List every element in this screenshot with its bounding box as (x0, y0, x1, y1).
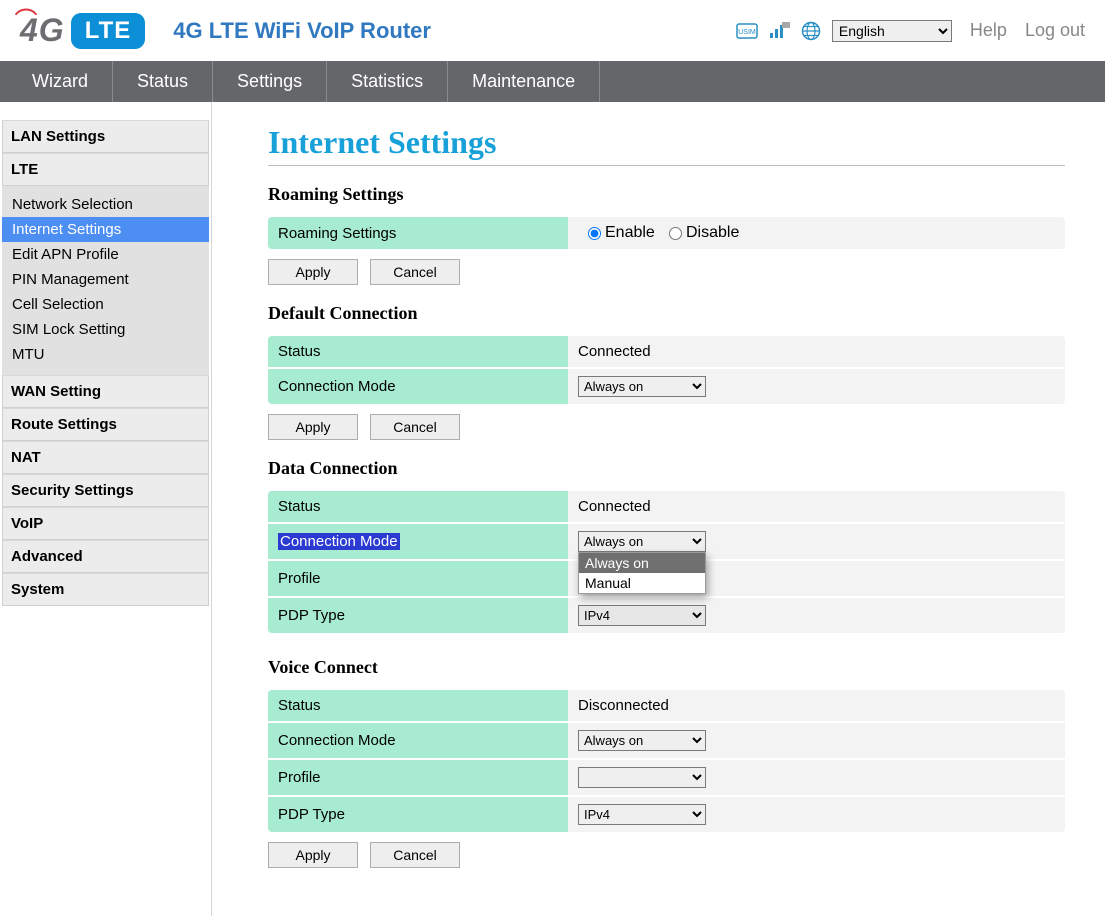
section-voice-title: Voice Connect (268, 657, 1065, 678)
logout-link[interactable]: Log out (1025, 20, 1085, 41)
logo-4g: 4G (20, 12, 65, 49)
sidebar: LAN Settings LTE Network Selection Inter… (0, 102, 212, 916)
nav-wizard[interactable]: Wizard (8, 61, 113, 102)
main: Internet Settings Roaming Settings Roami… (212, 102, 1105, 916)
sidebar-item-route-settings[interactable]: Route Settings (2, 408, 209, 441)
voice-status-value: Disconnected (568, 690, 1065, 722)
language-select[interactable]: English (832, 20, 952, 42)
voice-profile-label: Profile (268, 759, 568, 796)
sidebar-item-wan-setting[interactable]: WAN Setting (2, 375, 209, 408)
nav-maintenance[interactable]: Maintenance (448, 61, 600, 102)
data-mode-option-manual[interactable]: Manual (579, 573, 705, 593)
sidebar-sub-mtu[interactable]: MTU (2, 342, 209, 367)
data-pdp-select[interactable]: IPv4 (578, 605, 706, 626)
header: 4G LTE 4G LTE WiFi VoIP Router USIM Engl… (0, 0, 1105, 61)
data-status-value: Connected (568, 491, 1065, 523)
voice-conn-table: Status Disconnected Connection Mode Alwa… (268, 690, 1065, 832)
data-pdp-label: PDP Type (268, 597, 568, 633)
section-roaming-title: Roaming Settings (268, 184, 1065, 205)
sidebar-lte-subs: Network Selection Internet Settings Edit… (2, 186, 209, 375)
default-cancel-button[interactable]: Cancel (370, 414, 460, 440)
sidebar-item-security-settings[interactable]: Security Settings (2, 474, 209, 507)
roaming-table: Roaming Settings Enable Disable (268, 217, 1065, 249)
sidebar-sub-pin-management[interactable]: PIN Management (2, 267, 209, 292)
roaming-disable-label: Disable (686, 224, 739, 241)
globe-icon (800, 22, 822, 40)
data-mode-option-always-on[interactable]: Always on (579, 553, 705, 573)
sidebar-item-nat[interactable]: NAT (2, 441, 209, 474)
nav-status[interactable]: Status (113, 61, 213, 102)
roaming-enable-label: Enable (605, 224, 655, 241)
sidebar-sub-cell-selection[interactable]: Cell Selection (2, 292, 209, 317)
section-data-title: Data Connection (268, 458, 1065, 479)
roaming-label: Roaming Settings (268, 217, 568, 249)
sidebar-sub-edit-apn[interactable]: Edit APN Profile (2, 242, 209, 267)
header-right: USIM English Help Log out (736, 20, 1085, 42)
product-name: 4G LTE WiFi VoIP Router (173, 18, 431, 44)
voice-pdp-label: PDP Type (268, 796, 568, 832)
top-nav: Wizard Status Settings Statistics Mainte… (0, 61, 1105, 102)
nav-settings[interactable]: Settings (213, 61, 327, 102)
voice-mode-select[interactable]: Always on (578, 730, 706, 751)
data-mode-label: Connection Mode (268, 523, 568, 560)
roaming-cancel-button[interactable]: Cancel (370, 259, 460, 285)
signal-icon (768, 22, 790, 40)
help-link[interactable]: Help (970, 20, 1007, 41)
voice-pdp-select[interactable]: IPv4 (578, 804, 706, 825)
sidebar-sub-network-selection[interactable]: Network Selection (2, 192, 209, 217)
sidebar-item-system[interactable]: System (2, 573, 209, 606)
default-status-value: Connected (568, 336, 1065, 368)
svg-text:USIM: USIM (738, 29, 756, 36)
sidebar-item-lan-settings[interactable]: LAN Settings (2, 120, 209, 153)
voice-cancel-button[interactable]: Cancel (370, 842, 460, 868)
roaming-enable-radio[interactable] (588, 227, 601, 240)
voice-profile-select[interactable] (578, 767, 706, 788)
sidebar-item-voip[interactable]: VoIP (2, 507, 209, 540)
data-mode-select[interactable]: Always on (578, 531, 706, 552)
sidebar-sub-sim-lock[interactable]: SIM Lock Setting (2, 317, 209, 342)
voice-apply-button[interactable]: Apply (268, 842, 358, 868)
data-profile-label: Profile (268, 560, 568, 597)
data-conn-table: Status Connected Connection Mode Always … (268, 491, 1065, 633)
voice-mode-label: Connection Mode (268, 722, 568, 759)
page-title: Internet Settings (268, 124, 1065, 166)
data-status-label: Status (268, 491, 568, 523)
default-mode-label: Connection Mode (268, 368, 568, 404)
default-conn-table: Status Connected Connection Mode Always … (268, 336, 1065, 404)
section-default-title: Default Connection (268, 303, 1065, 324)
sim-icon: USIM (736, 22, 758, 40)
voice-status-label: Status (268, 690, 568, 722)
data-mode-dropdown: Always on Manual (578, 552, 706, 594)
sidebar-item-lte[interactable]: LTE (2, 153, 209, 186)
sidebar-item-advanced[interactable]: Advanced (2, 540, 209, 573)
default-mode-select[interactable]: Always on (578, 376, 706, 397)
roaming-apply-button[interactable]: Apply (268, 259, 358, 285)
sidebar-sub-internet-settings[interactable]: Internet Settings (2, 217, 209, 242)
nav-statistics[interactable]: Statistics (327, 61, 448, 102)
logo-lte: LTE (71, 13, 146, 49)
roaming-disable-radio[interactable] (669, 227, 682, 240)
default-status-label: Status (268, 336, 568, 368)
default-apply-button[interactable]: Apply (268, 414, 358, 440)
